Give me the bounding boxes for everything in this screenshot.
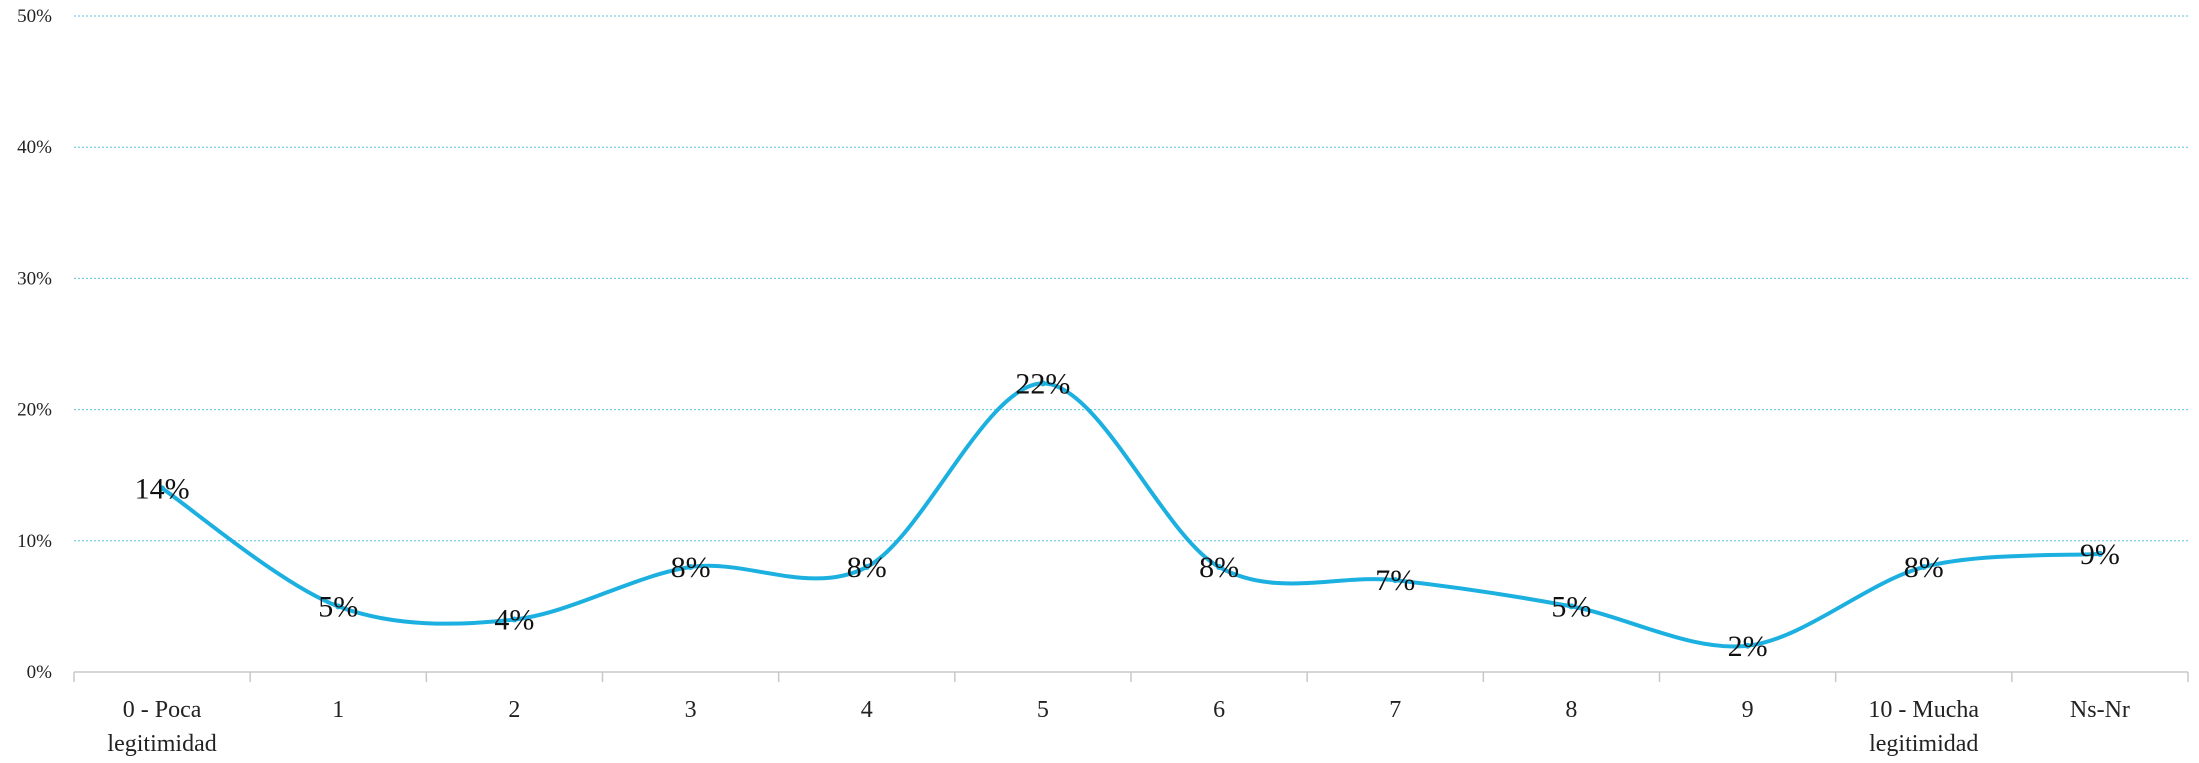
x-tick-label: 6 [1213, 697, 1225, 723]
data-label: 7% [1375, 564, 1415, 597]
data-label: 2% [1728, 630, 1768, 663]
data-point [1216, 564, 1223, 571]
x-tick-label: 2 [508, 697, 520, 723]
data-point [687, 564, 694, 571]
series [159, 380, 2103, 649]
y-axis-tick-labels: 0% 10% 20% 30% 40% 50% [17, 6, 52, 683]
x-tick-label: 5 [1037, 697, 1049, 723]
y-tick-label: 50% [17, 6, 52, 27]
data-point [1568, 603, 1575, 610]
data-point [1744, 642, 1751, 649]
data-label: 5% [1551, 590, 1591, 623]
data-label: 4% [494, 604, 534, 637]
data-point [1392, 577, 1399, 584]
series-line [160, 381, 2101, 649]
y-tick-label: 30% [17, 268, 52, 289]
y-tick-label: 40% [17, 137, 52, 158]
data-label: 22% [1015, 367, 1070, 400]
data-label: 8% [671, 551, 711, 584]
data-label: 8% [1904, 551, 1944, 584]
data-point [511, 616, 518, 623]
x-axis: 0 - Poca legitimidad 1 2 3 4 5 6 7 8 9 10 - Mucha le… [73, 671, 2189, 757]
x-tick-label: 4 [861, 697, 873, 723]
data-label: 5% [318, 590, 358, 623]
data-label: 8% [1199, 551, 1239, 584]
x-tick-label: Ns-Nr [2070, 697, 2130, 723]
x-tick-label: 1 [332, 697, 344, 723]
data-point [1039, 380, 1046, 387]
x-tick-label: 3 [685, 697, 697, 723]
y-gridlines [74, 15, 2188, 542]
x-tick-label: 7 [1389, 697, 1401, 723]
data-point [2096, 550, 2103, 557]
x-tick-label: 10 - Mucha legitimidad [1868, 697, 1979, 757]
x-tick-label: 8 [1565, 697, 1577, 723]
data-point [159, 485, 166, 492]
data-point [1920, 564, 1927, 571]
data-point [335, 603, 342, 610]
y-tick-label: 0% [27, 662, 53, 683]
y-tick-label: 20% [17, 400, 52, 421]
data-labels: 14% 5% 4% 8% 8% 22% 8% 7% 5% 2% 8% 9% [135, 367, 2120, 662]
data-label: 9% [2080, 538, 2120, 571]
y-tick-label: 10% [17, 531, 52, 552]
data-label: 8% [847, 551, 887, 584]
x-tick-label: 0 - Poca legitimidad [107, 697, 216, 757]
x-tick-label: 9 [1742, 697, 1754, 723]
data-label: 14% [135, 472, 190, 505]
data-point [863, 564, 870, 571]
